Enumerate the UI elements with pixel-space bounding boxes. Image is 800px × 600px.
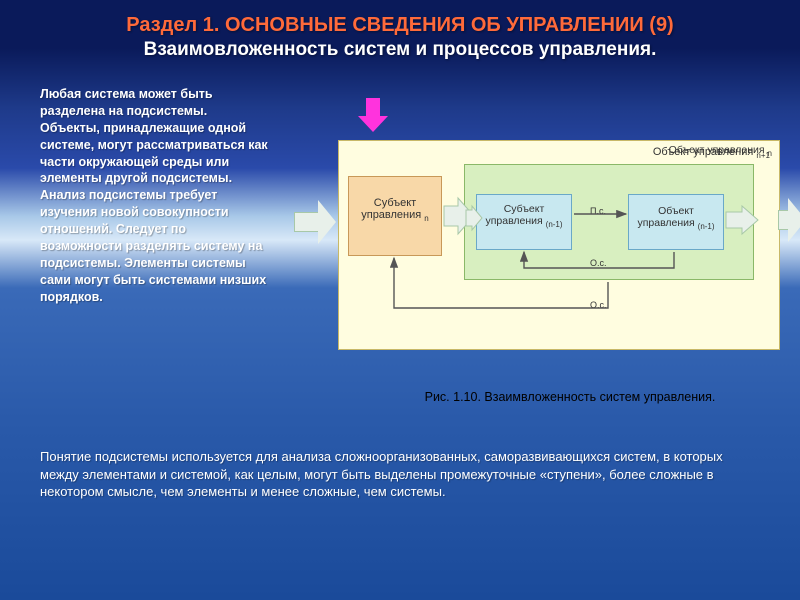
oc-outer-edge-label: О.с. (590, 300, 607, 310)
inner-object-n-label: Объект управления n (669, 144, 772, 158)
subject-n1-box: Субъект управления (n-1) (476, 194, 572, 250)
slide-title-line1: Раздел 1. ОСНОВНЫЕ СВЕДЕНИЯ ОБ УПРАВЛЕНИ… (0, 0, 800, 39)
input-arrow-icon (294, 200, 336, 244)
output-arrow-icon (778, 198, 800, 242)
left-paragraph: Любая система может быть разделена на по… (40, 86, 270, 305)
oc-inner-edge-label: О.с. (590, 258, 607, 268)
object-n1-box: Объект управления (n-1) (628, 194, 724, 250)
bottom-paragraph: Понятие подсистемы используется для анал… (40, 448, 760, 501)
slide-title-line2: Взаимовложенность систем и процессов упр… (0, 39, 800, 69)
nested-control-diagram: Объект управления n+1 Субъект управления… (280, 140, 780, 370)
ps-edge-label: П.с. (590, 206, 606, 216)
pointer-arrow-icon (358, 98, 388, 132)
subject-n-box: Субъект управления n (348, 176, 442, 256)
figure-caption: Рис. 1.10. Взаимвложенность систем управ… (400, 390, 740, 404)
